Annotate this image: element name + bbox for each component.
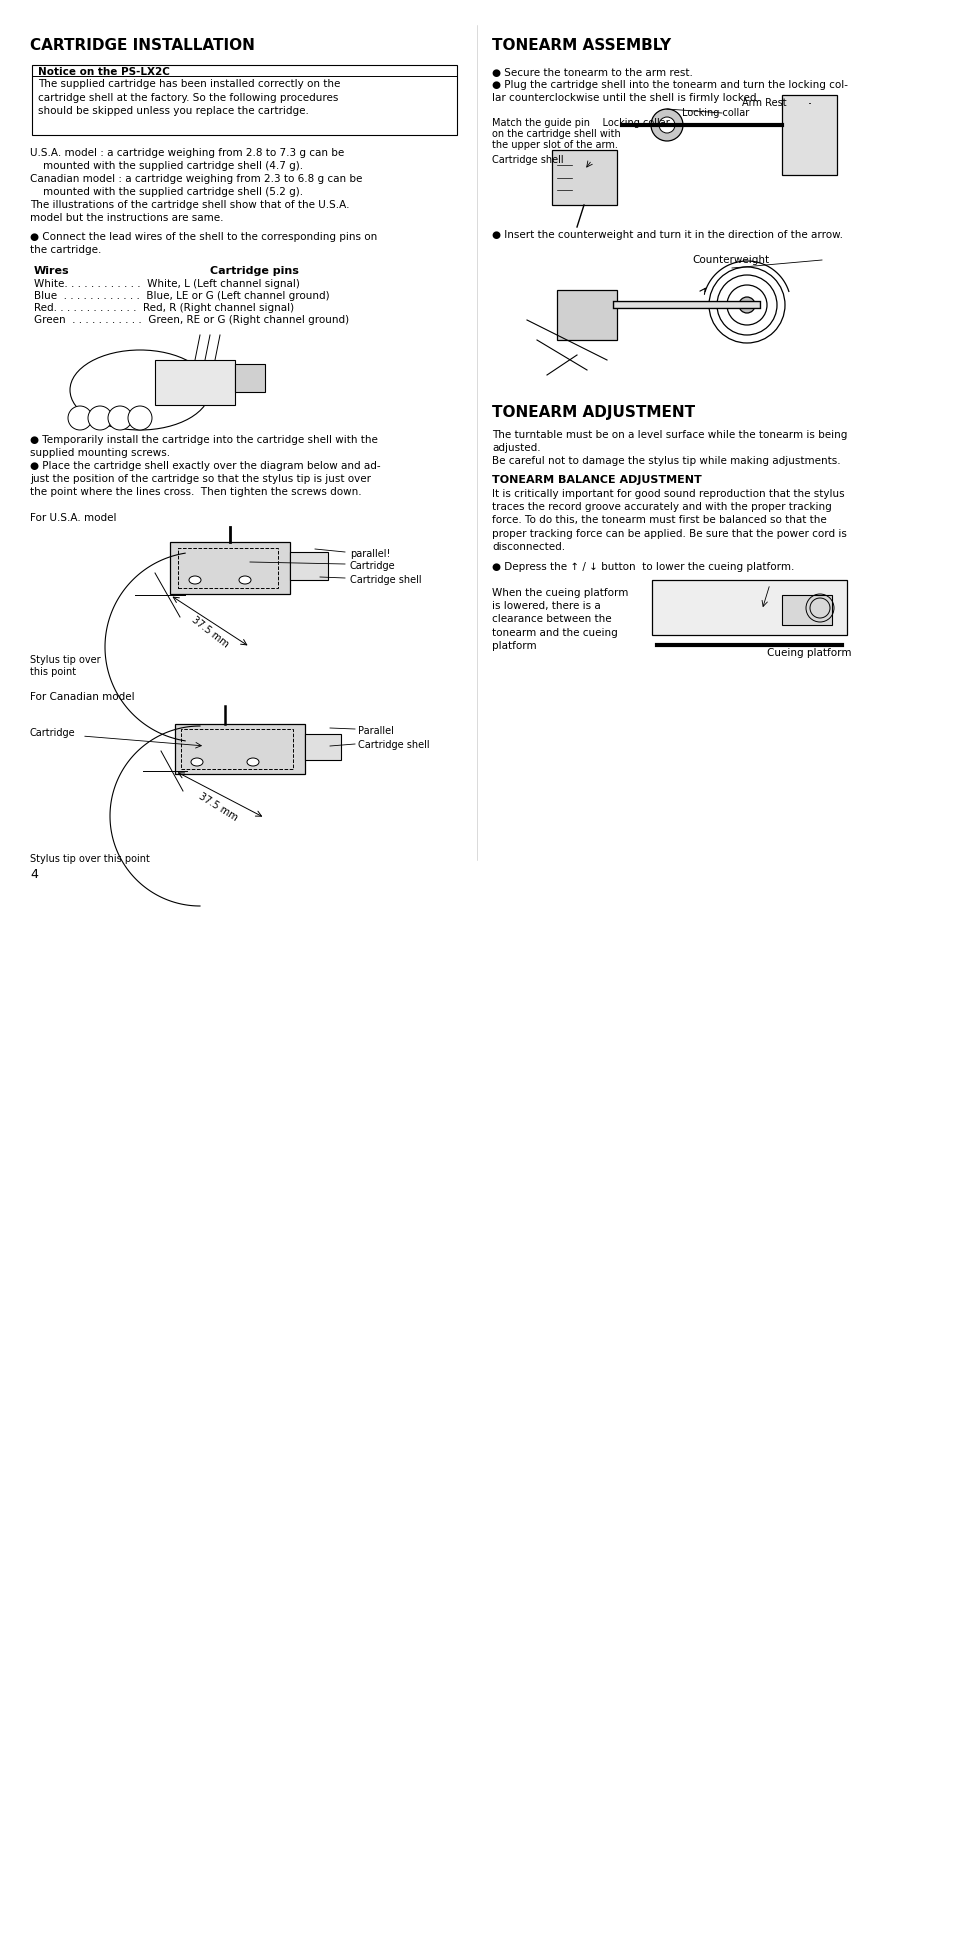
Text: Arm Rest: Arm Rest: [741, 98, 786, 107]
Circle shape: [88, 406, 112, 431]
Text: TONEARM ASSEMBLY: TONEARM ASSEMBLY: [492, 37, 670, 53]
Text: ● Plug the cartridge shell into the tonearm and turn the locking col-
lar counte: ● Plug the cartridge shell into the tone…: [492, 80, 847, 103]
Circle shape: [108, 406, 132, 431]
Text: adjusted.: adjusted.: [492, 443, 540, 452]
Bar: [781, 595, 831, 626]
Bar: [781, 96, 836, 176]
Text: ● Insert the counterweight and turn it in the direction of the arrow.: ● Insert the counterweight and turn it i…: [492, 230, 842, 240]
Text: The turntable must be on a level surface while the tonearm is being: The turntable must be on a level surface…: [492, 431, 846, 441]
Text: U.S.A. model : a cartridge weighing from 2.8 to 7.3 g can be: U.S.A. model : a cartridge weighing from…: [30, 148, 344, 158]
Text: TONEARM ADJUSTMENT: TONEARM ADJUSTMENT: [492, 406, 695, 419]
Text: Parallel: Parallel: [357, 725, 394, 735]
Bar: [305, 733, 340, 761]
Circle shape: [68, 406, 91, 431]
Circle shape: [650, 109, 682, 140]
Text: Locking collar: Locking collar: [681, 107, 748, 119]
Bar: [651, 579, 846, 636]
Text: mounted with the supplied cartridge shell (5.2 g).: mounted with the supplied cartridge shel…: [30, 187, 303, 197]
Text: Cartridge shell: Cartridge shell: [492, 154, 563, 166]
Text: ● Temporarily install the cartridge into the cartridge shell with the
supplied m: ● Temporarily install the cartridge into…: [30, 435, 377, 458]
Bar: [178, 548, 277, 589]
Text: ● Secure the tonearm to the arm rest.: ● Secure the tonearm to the arm rest.: [492, 68, 692, 78]
Text: ● Depress the ↑ / ↓ button  to lower the cueing platform.: ● Depress the ↑ / ↓ button to lower the …: [492, 562, 794, 571]
Text: CARTRIDGE INSTALLATION: CARTRIDGE INSTALLATION: [30, 37, 254, 53]
Text: 37.5 mm: 37.5 mm: [196, 792, 239, 823]
Bar: [174, 723, 305, 774]
Text: When the cueing platform
is lowered, there is a
clearance between the
tonearm an: When the cueing platform is lowered, the…: [492, 589, 628, 651]
Circle shape: [128, 406, 152, 431]
Text: 37.5 mm: 37.5 mm: [190, 614, 231, 649]
Ellipse shape: [247, 759, 258, 766]
Text: TONEARM BALANCE ADJUSTMENT: TONEARM BALANCE ADJUSTMENT: [492, 476, 701, 486]
Text: ● Connect the lead wires of the shell to the corresponding pins on
the cartridge: ● Connect the lead wires of the shell to…: [30, 232, 376, 255]
Bar: [170, 542, 290, 595]
Ellipse shape: [239, 575, 251, 583]
Text: Cartridge: Cartridge: [30, 727, 75, 737]
Text: Canadian model : a cartridge weighing from 2.3 to 6.8 g can be: Canadian model : a cartridge weighing fr…: [30, 174, 362, 183]
Ellipse shape: [189, 575, 201, 583]
Ellipse shape: [70, 349, 210, 431]
Text: Blue  . . . . . . . . . . . .  Blue, LE or G (Left channel ground): Blue . . . . . . . . . . . . Blue, LE or…: [34, 291, 330, 300]
Text: Notice on the PS-LX2C: Notice on the PS-LX2C: [38, 66, 170, 76]
Bar: [290, 552, 328, 579]
Text: Stylus tip over
this point: Stylus tip over this point: [30, 655, 100, 677]
Text: Counterweight: Counterweight: [691, 255, 768, 265]
Text: Cueing platform: Cueing platform: [766, 647, 851, 657]
Text: Cartridge: Cartridge: [350, 562, 395, 571]
Text: Red. . . . . . . . . . . . .  Red, R (Right channel signal): Red. . . . . . . . . . . . . Red, R (Rig…: [34, 302, 294, 314]
Bar: [154, 361, 234, 406]
Text: parallel!: parallel!: [350, 550, 390, 560]
Bar: [234, 365, 265, 392]
FancyBboxPatch shape: [32, 64, 456, 135]
Text: The supplied cartridge has been installed correctly on the
cartridge shell at th: The supplied cartridge has been installe…: [38, 80, 340, 117]
Text: ● Place the cartridge shell exactly over the diagram below and ad-
just the posi: ● Place the cartridge shell exactly over…: [30, 460, 380, 497]
Text: on the cartridge shell with: on the cartridge shell with: [492, 129, 620, 138]
Circle shape: [739, 296, 754, 314]
Text: Be careful not to damage the stylus tip while making adjustments.: Be careful not to damage the stylus tip …: [492, 456, 840, 466]
Ellipse shape: [191, 759, 203, 766]
Text: Green  . . . . . . . . . . .  Green, RE or G (Right channel ground): Green . . . . . . . . . . . Green, RE or…: [34, 316, 349, 326]
Text: Wires: Wires: [34, 265, 70, 277]
Text: White. . . . . . . . . . . .  White, L (Left channel signal): White. . . . . . . . . . . . White, L (L…: [34, 279, 299, 289]
Text: It is critically important for good sound reproduction that the stylus
traces th: It is critically important for good soun…: [492, 489, 846, 552]
Text: the upper slot of the arm.: the upper slot of the arm.: [492, 140, 618, 150]
Text: Match the guide pin    Locking collar: Match the guide pin Locking collar: [492, 119, 669, 129]
Text: Cartridge shell: Cartridge shell: [357, 739, 429, 751]
Bar: [181, 729, 293, 768]
Text: model but the instructions are same.: model but the instructions are same.: [30, 213, 223, 222]
Bar: [557, 291, 617, 339]
Text: Stylus tip over this point: Stylus tip over this point: [30, 854, 150, 864]
Bar: [552, 150, 617, 205]
Text: Cartridge shell: Cartridge shell: [350, 575, 421, 585]
Text: For Canadian model: For Canadian model: [30, 692, 134, 702]
Text: The illustrations of the cartridge shell show that of the U.S.A.: The illustrations of the cartridge shell…: [30, 201, 349, 211]
Text: For U.S.A. model: For U.S.A. model: [30, 513, 116, 523]
Circle shape: [659, 117, 675, 133]
Text: mounted with the supplied cartridge shell (4.7 g).: mounted with the supplied cartridge shel…: [30, 162, 303, 172]
Text: Cartridge pins: Cartridge pins: [210, 265, 298, 277]
Text: 4: 4: [30, 868, 38, 881]
